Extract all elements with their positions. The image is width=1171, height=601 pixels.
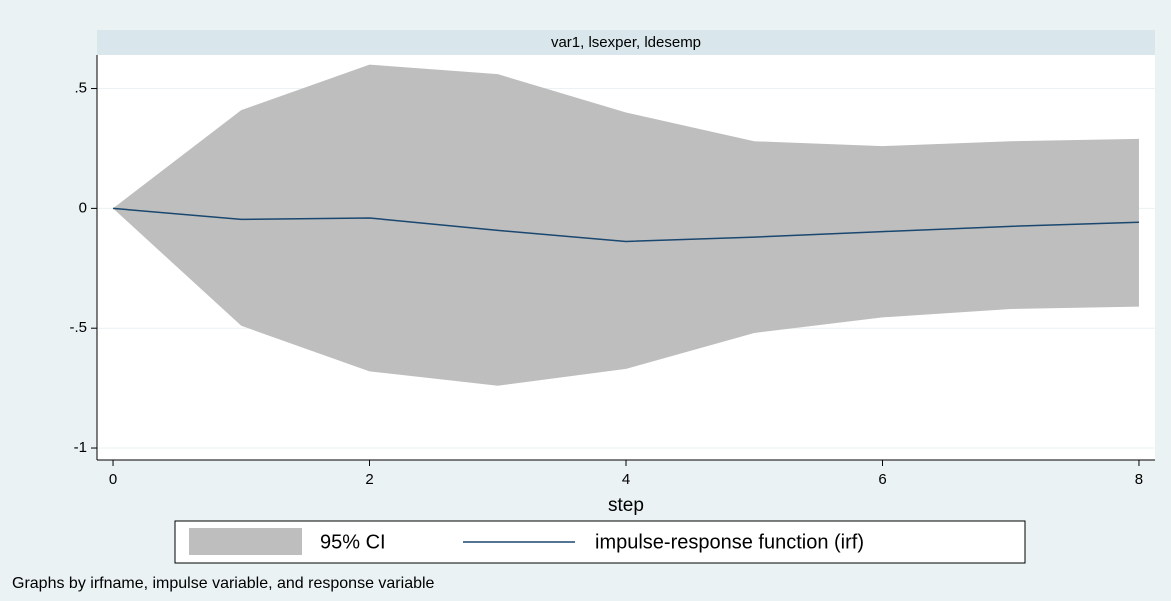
legend-label: 95% CI bbox=[320, 531, 386, 553]
y-tick-label: .5 bbox=[74, 80, 87, 97]
y-tick-label: -1 bbox=[74, 439, 87, 456]
legend-box bbox=[174, 520, 1026, 564]
panel-strip bbox=[97, 30, 1155, 55]
panel-title: var1, lsexper, ldesemp bbox=[551, 34, 701, 51]
x-axis-label: step bbox=[608, 495, 644, 516]
x-tick-label: 8 bbox=[1135, 471, 1143, 488]
irf-line bbox=[112, 207, 1139, 243]
x-tick-label: 4 bbox=[622, 471, 630, 488]
x-tick-label: 6 bbox=[878, 471, 886, 488]
x-tick-label: 0 bbox=[109, 471, 117, 488]
y-tick-label: -.5 bbox=[69, 319, 87, 336]
y-tick-label: 0 bbox=[79, 199, 87, 216]
note: Graphs by irfname, impulse variable, and… bbox=[12, 575, 435, 592]
ci-band bbox=[113, 64, 1139, 386]
legend-swatch bbox=[189, 528, 302, 555]
legend-label: impulse-response function (irf) bbox=[595, 531, 864, 553]
x-tick-label: 2 bbox=[365, 471, 373, 488]
